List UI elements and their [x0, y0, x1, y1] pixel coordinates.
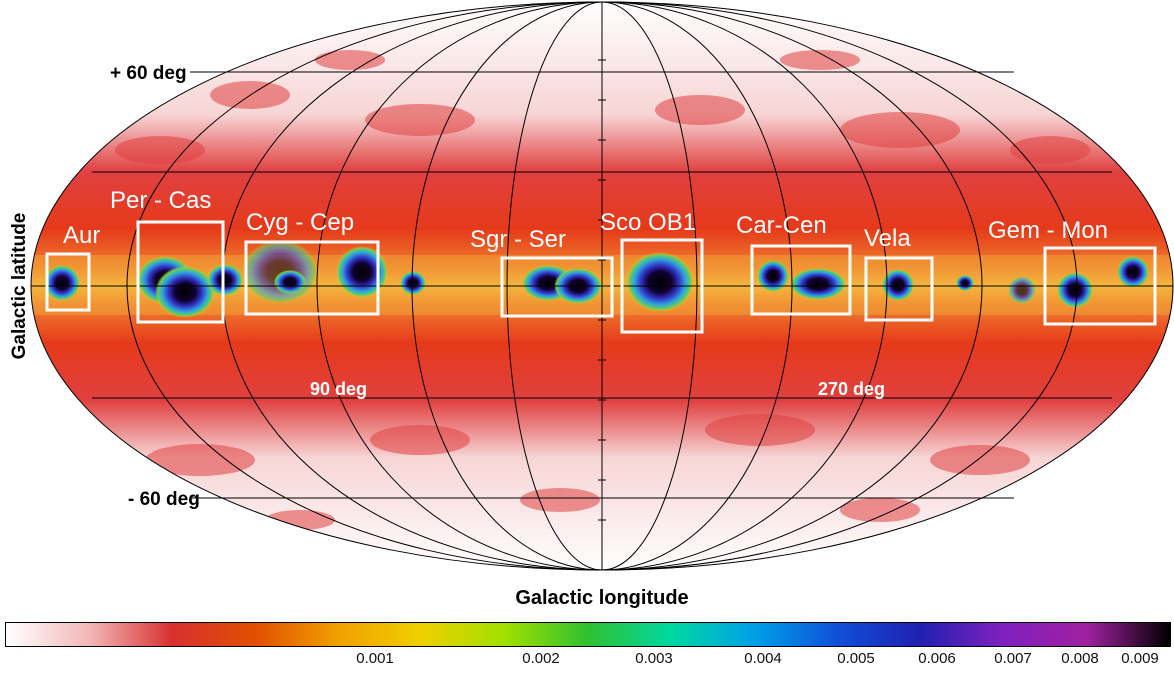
region-box-sco-ob1 — [620, 238, 704, 334]
region-label-car-cen: Car-Cen — [736, 212, 827, 239]
latitude-label-minus-60: - 60 deg — [128, 489, 200, 510]
region-label-aur: Aur — [63, 222, 100, 249]
colorbar-tick-label: 0.002 — [522, 650, 560, 667]
colorbar-tick-label: 0.007 — [994, 650, 1032, 667]
region-box-vela — [864, 256, 934, 322]
colorbar-tick-label: 0.004 — [744, 650, 782, 667]
coordinate-grid — [30, 1, 1174, 571]
region-label-sgr-ser: Sgr - Ser — [470, 226, 566, 253]
region-boxes — [45, 220, 1157, 334]
region-box-cyg-cep — [244, 240, 380, 316]
region-label-per-cas: Per - Cas — [110, 187, 211, 214]
colorbar-tick-label: 0.009 — [1121, 650, 1159, 667]
region-box-car-cen — [750, 244, 852, 316]
region-label-gem-mon: Gem - Mon — [988, 217, 1108, 244]
colorbar-tick-label: 0.003 — [635, 650, 673, 667]
region-label-sco-ob1: Sco OB1 — [600, 209, 696, 236]
emission-blobs — [44, 240, 1149, 318]
region-box-gem-mon — [1043, 246, 1157, 326]
colorbar-tick-label: 0.001 — [356, 650, 394, 667]
region-box-sgr-ser — [500, 256, 614, 318]
region-label-cyg-cep: Cyg - Cep — [246, 209, 354, 236]
latitude-label-plus-60: + 60 deg — [110, 63, 187, 84]
colorbar-tick-label: 0.006 — [918, 650, 956, 667]
colorbar-tick-label: 0.008 — [1061, 650, 1099, 667]
longitude-label-270: 270 deg — [818, 379, 885, 399]
x-axis-title: Galactic longitude — [515, 587, 688, 609]
region-box-aur — [45, 252, 91, 312]
colorbar-tick-label: 0.005 — [837, 650, 875, 667]
colorbar — [5, 622, 1171, 647]
sky-map: Aur Per - Cas Cyg - Cep Sgr - Ser Sco OB… — [9, 1, 1174, 609]
region-box-per-cas — [136, 220, 225, 324]
region-label-vela: Vela — [864, 225, 911, 252]
colorbar-ticks: 0.001 0.002 0.003 0.004 0.005 0.006 0.007 0.008… — [0, 650, 1174, 670]
longitude-label-90: 90 deg — [310, 379, 367, 399]
y-axis-title: Galactic latitude — [9, 213, 30, 360]
